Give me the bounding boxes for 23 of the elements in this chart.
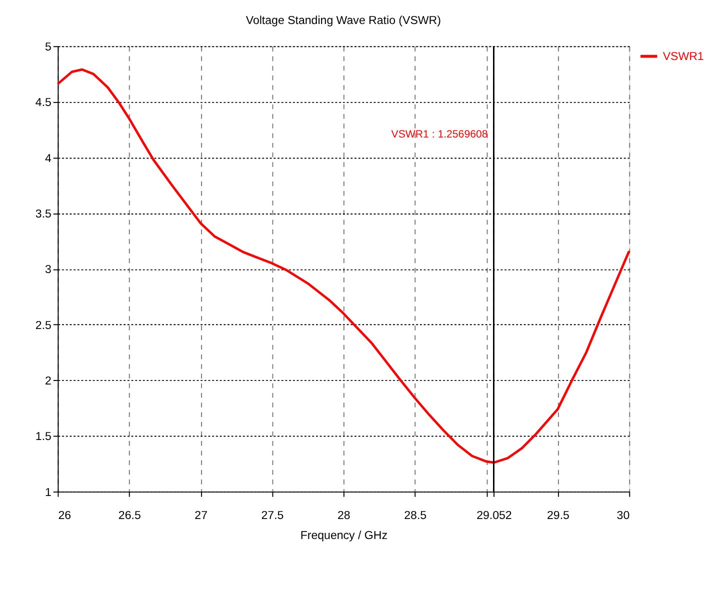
y-tick-label: 3 — [45, 264, 52, 276]
legend-label: VSWR1 — [662, 51, 704, 64]
y-tick-label: 2.5 — [35, 320, 52, 332]
y-tick-label: 4.5 — [35, 97, 52, 110]
x-tick-label: 30 — [616, 510, 630, 522]
x-tick-label: 28.5 — [404, 510, 427, 522]
x-tick-label: 27.5 — [261, 510, 284, 522]
x-tick-label: 27 — [194, 510, 208, 522]
y-tick-label: 2 — [45, 376, 52, 388]
y-tick-label: 1 — [45, 486, 52, 499]
y-tick-label: 3.5 — [35, 208, 52, 221]
x-tick-label: 26.5 — [118, 510, 141, 522]
x-tick-label: 28 — [338, 510, 350, 522]
line-series — [56, 68, 630, 464]
y-tick-label: 5 — [45, 41, 52, 54]
x-tick-label: 29.5 — [546, 510, 570, 522]
y-tick-label: 4 — [45, 152, 52, 165]
x-tick-label: 29.052 — [476, 510, 512, 522]
x-axis-title: Frequency / GHz — [300, 530, 388, 542]
chart-title: Voltage Standing Wave Ratio (VSWR) — [246, 15, 442, 28]
y-tick-label: 1.5 — [35, 431, 52, 444]
annotation: VSWR1 : 1.2569608 — [391, 128, 488, 141]
x-tick-label: 26 — [58, 510, 72, 522]
